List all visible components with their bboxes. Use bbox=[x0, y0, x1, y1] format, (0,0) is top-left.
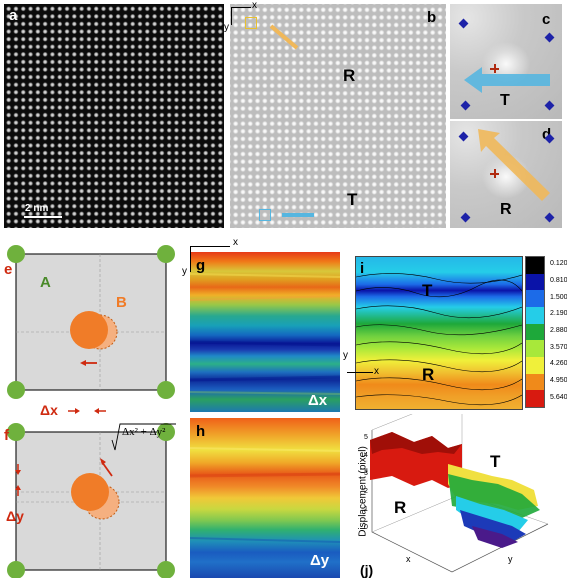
z-tick-label: 5 bbox=[364, 434, 368, 441]
dy-label: Δy bbox=[6, 508, 24, 524]
site-b-label: B bbox=[116, 294, 127, 311]
panel-h-label: h bbox=[196, 423, 206, 440]
panel-b-x-label: x bbox=[252, 0, 257, 11]
schematic-e-drawing bbox=[7, 245, 175, 399]
panel-a-label: a bbox=[9, 7, 18, 24]
colorbar-swatch bbox=[526, 357, 544, 374]
panel-g-y-label: y bbox=[182, 266, 187, 277]
panel-b-x-axis bbox=[231, 7, 251, 8]
colorbar-swatch bbox=[526, 340, 544, 357]
panel-b-y-label: y bbox=[224, 22, 229, 33]
colorbar-swatch bbox=[526, 257, 544, 274]
colorbar-swatch bbox=[526, 373, 544, 391]
z-tick-label: 3 bbox=[364, 470, 368, 477]
panel-i-label: i bbox=[360, 260, 365, 277]
panel-i-contour-map: i T R bbox=[355, 256, 523, 410]
schematic-f-drawing bbox=[7, 423, 176, 578]
panel-i-x-label: x bbox=[374, 366, 379, 377]
formula-text: Δx² + Δy² bbox=[122, 426, 166, 438]
colorbar-swatch bbox=[526, 323, 544, 341]
panel-c-label: c bbox=[542, 11, 551, 28]
surface-plot bbox=[370, 414, 549, 573]
site-a-label: A bbox=[40, 274, 51, 291]
center-marker bbox=[490, 169, 499, 178]
panel-g-dx-map: g Δx bbox=[190, 252, 340, 412]
blue-box bbox=[259, 209, 271, 221]
panel-g-x-axis bbox=[190, 246, 230, 247]
dx-arrows-icon bbox=[68, 408, 106, 414]
region-label: R bbox=[500, 201, 512, 218]
panel-f-label: f bbox=[4, 427, 9, 444]
z-tick-label: 0 bbox=[364, 524, 368, 531]
center-marker bbox=[490, 64, 499, 73]
z-axis-ticks: 0 1 2 3 4 5 bbox=[364, 424, 376, 534]
orange-arrow-icon bbox=[478, 129, 550, 201]
panel-e-schematic: e A B bbox=[4, 242, 180, 400]
panel-e-label: e bbox=[4, 261, 13, 278]
panel-b-label: b bbox=[427, 9, 437, 26]
panel-i-y-label: y bbox=[343, 350, 348, 361]
axis-x-label: x bbox=[406, 554, 411, 564]
blue-arrow-icon bbox=[282, 213, 314, 217]
region-t-label: T bbox=[347, 190, 358, 209]
region-t-label: T bbox=[490, 452, 501, 471]
region-r-label: R bbox=[394, 498, 407, 517]
colorbar-label: 5.640 bbox=[550, 393, 567, 401]
panel-b-haadf-image: b R T bbox=[230, 4, 446, 228]
axis-y-label: y bbox=[508, 554, 513, 564]
region-r-label: R bbox=[422, 365, 435, 384]
z-tick-label: 4 bbox=[364, 452, 368, 459]
map-texture bbox=[190, 273, 340, 395]
z-tick-label: 2 bbox=[364, 488, 368, 495]
colorbar-swatch bbox=[526, 390, 544, 407]
panel-h-dy-map: h Δy bbox=[190, 418, 340, 578]
contour-lines bbox=[356, 273, 522, 406]
panel-g-label: g bbox=[196, 257, 206, 274]
colorbar-label: 4.260 bbox=[550, 360, 567, 368]
blue-arrow-icon bbox=[464, 67, 550, 93]
region-r-label: R bbox=[343, 66, 356, 85]
z-tick-label: 1 bbox=[364, 506, 368, 513]
colorbar-label: 4.950 bbox=[550, 377, 567, 384]
colorbar-swatch bbox=[526, 307, 544, 324]
map-texture bbox=[190, 447, 340, 543]
panel-c-zoom: c T bbox=[450, 4, 562, 119]
panel-b-y-axis bbox=[231, 7, 232, 25]
map-label: Δy bbox=[310, 552, 330, 569]
panel-g-x-label: x bbox=[233, 237, 238, 248]
orange-arrow-icon bbox=[269, 24, 299, 50]
yellow-box bbox=[245, 17, 257, 29]
scale-bar-label: 2 nm bbox=[25, 203, 49, 214]
colorbar-label: 0.8100 bbox=[550, 277, 567, 284]
panel-a-stem-image: a 2 nm bbox=[4, 4, 224, 228]
dx-label: Δx bbox=[40, 402, 58, 418]
colorbar-label: 3.570 bbox=[550, 343, 567, 351]
colorbar-label: 2.190 bbox=[550, 310, 567, 318]
panel-j-label: (j) bbox=[360, 562, 374, 578]
map-label: Δx bbox=[308, 392, 328, 409]
panel-i-x-axis bbox=[347, 372, 373, 373]
region-label: T bbox=[500, 92, 510, 109]
region-t-label: T bbox=[422, 281, 433, 300]
panel-g-y-axis bbox=[190, 246, 191, 272]
colorbar-swatch bbox=[526, 290, 544, 307]
scale-bar bbox=[24, 216, 62, 218]
colorbar-label: 2.880 bbox=[550, 327, 567, 334]
panel-d-zoom: d R bbox=[450, 121, 562, 228]
colorbar-swatches bbox=[525, 256, 545, 408]
colorbar-label: 1.500 bbox=[550, 293, 567, 301]
colorbar bbox=[525, 256, 545, 408]
colorbar-swatch bbox=[526, 273, 544, 291]
panel-f-schematic: f Δx² + Δy² Δy bbox=[4, 420, 180, 578]
